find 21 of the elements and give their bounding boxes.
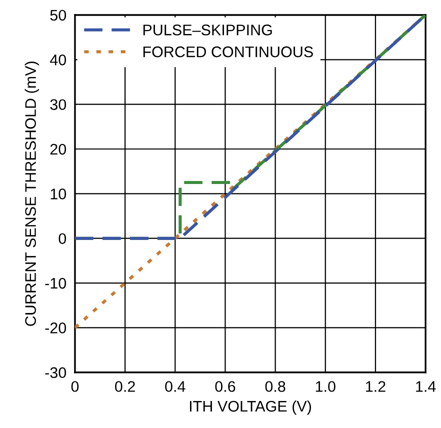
y-tick-label: 30 (50, 99, 66, 110)
y-axis-title: CURRENT SENSE THRESHOLD (mV) (24, 62, 39, 326)
y-tick-label: 40 (50, 54, 66, 66)
legend-label: FORCED CONTINUOUS (143, 46, 313, 58)
y-tick-label: 10 (50, 188, 66, 200)
y-tick-label: 20 (50, 144, 66, 155)
x-tick-label: 0.8 (265, 381, 286, 392)
legend-label: PULSE–SKIPPING (143, 24, 272, 36)
y-tick-label: -10 (45, 278, 66, 289)
y-tick-label: -20 (45, 322, 66, 334)
x-tick-label: 1.4 (416, 381, 436, 392)
x-tick-label: 1.0 (316, 381, 336, 392)
x-tick-label: 0.4 (165, 381, 186, 392)
y-tick-label: -30 (45, 367, 66, 378)
x-tick-label: 1.2 (366, 381, 386, 392)
y-tick-label: 50 (50, 10, 66, 21)
x-tick-label: 0.2 (115, 381, 135, 392)
x-axis-title: ITH VOLTAGE (V) (190, 400, 312, 415)
y-tick-label: 0 (58, 233, 66, 244)
x-tick-label: 0.6 (215, 381, 236, 392)
x-tick-label: 0 (71, 381, 79, 392)
